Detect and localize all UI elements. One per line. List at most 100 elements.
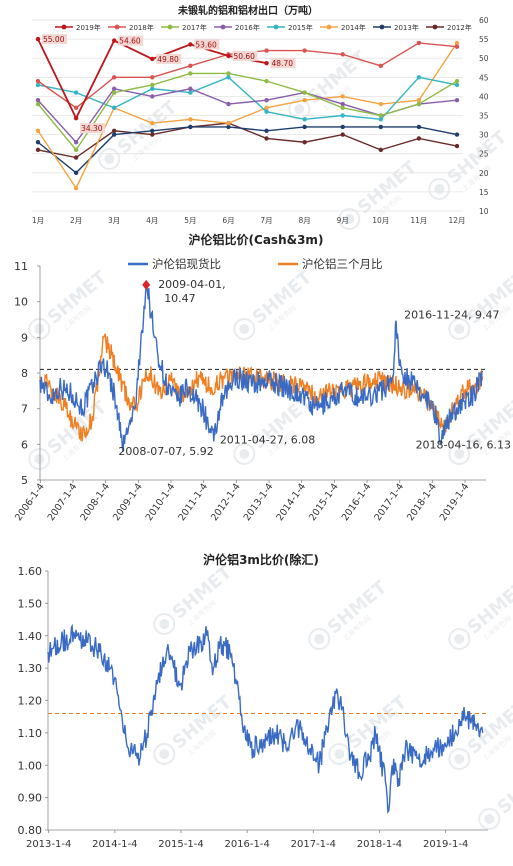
data-point (454, 82, 460, 88)
x-tick-label: 2016-1-4 (224, 839, 269, 850)
data-point (188, 86, 193, 91)
data-point (378, 101, 384, 107)
data-point (416, 124, 422, 130)
annotation: 2009-04-01, (158, 278, 225, 291)
x-tick-label: 5月 (184, 216, 196, 225)
data-point (340, 94, 345, 99)
data-point (378, 147, 384, 153)
watermark-logo-icon (484, 813, 495, 824)
watermark-logo-icon (233, 317, 256, 340)
data-point (73, 170, 79, 175)
y-tick-label: 1.60 (18, 565, 43, 578)
data-point (264, 78, 269, 84)
data-label: 55.00 (43, 35, 65, 44)
data-point (226, 53, 231, 59)
data-point (188, 71, 193, 76)
x-tick-label: 2014-1-4 (274, 481, 308, 523)
watermark-logo-icon (434, 183, 445, 194)
x-tick-label: 2019-1-4 (438, 481, 472, 523)
watermark-logo-icon (239, 323, 250, 334)
data-point (378, 63, 384, 69)
watermark-logo-icon (454, 753, 465, 764)
data-point (340, 113, 345, 118)
data-point (340, 101, 345, 107)
data-label: 49.80 (157, 55, 179, 64)
x-tick-label: 2月 (70, 216, 82, 225)
watermark-logo-icon (239, 448, 250, 459)
watermark-logo-icon (28, 317, 51, 340)
x-tick-label: 2018-1-4 (405, 481, 439, 523)
x-tick-label: 2007-1-4 (46, 481, 80, 523)
legend-label: 2018年 (129, 23, 154, 32)
data-point (150, 128, 155, 133)
data-point (35, 36, 41, 42)
3m-ratio-ex-fx-chart: SHMET上海有色网SHMET上海有色网SHMET上海有色网SHMET上海有色网… (18, 552, 513, 850)
data-point (454, 78, 460, 84)
annotation: 10.47 (164, 292, 196, 305)
data-point (264, 60, 269, 66)
data-point (73, 155, 79, 160)
data-point (302, 140, 307, 145)
x-tick-label: 2014-1-4 (92, 839, 137, 850)
data-point (35, 101, 41, 107)
watermark-logo-icon (448, 627, 471, 650)
watermark-logo-icon (328, 742, 351, 765)
x-tick-label: 2006-1-4 (13, 481, 47, 523)
data-point (150, 132, 155, 137)
y-tick-label: 15 (479, 188, 489, 197)
x-tick-label: 2015-1-4 (307, 481, 341, 523)
x-tick-label: 11月 (410, 216, 427, 225)
legend-label: 2015年 (288, 23, 313, 32)
data-label: 48.70 (272, 59, 294, 68)
x-tick-label: 2010-1-4 (144, 481, 178, 523)
legend-marker (432, 24, 438, 30)
data-point (454, 98, 460, 103)
data-point (35, 140, 41, 145)
legend-marker (220, 24, 226, 30)
watermark-logo-icon (153, 612, 176, 635)
watermark-logo-icon (448, 317, 471, 340)
watermark-logo-icon (478, 807, 501, 830)
data-point (302, 124, 307, 130)
data-point (340, 132, 345, 137)
y-tick-label: 1.30 (18, 662, 43, 675)
data-point (264, 136, 269, 141)
data-point (111, 75, 117, 80)
watermark-logo-icon (34, 453, 45, 464)
x-tick-label: 2018-1-4 (357, 839, 402, 850)
y-tick-label: 0.80 (18, 824, 43, 837)
series-line (37, 122, 458, 159)
data-point (73, 140, 79, 145)
data-point (35, 98, 41, 103)
data-point (73, 147, 79, 153)
legend-marker (167, 24, 173, 30)
y-tick-label: 25 (479, 150, 489, 159)
data-point (111, 105, 117, 111)
x-tick-label: 2012-1-4 (209, 481, 243, 523)
legend-label: 2016年 (235, 23, 260, 32)
data-label: 34.30 (81, 124, 103, 133)
data-label-background (194, 39, 220, 50)
x-tick-label: 1月 (32, 216, 44, 225)
watermark-logo-icon (428, 177, 451, 200)
data-point (454, 143, 460, 149)
legend-label: 2017年 (182, 23, 207, 32)
data-point (188, 42, 193, 47)
chart-title: 沪伦铝比价(Cash&3m) (189, 232, 324, 247)
data-point (111, 128, 117, 133)
data-point (73, 90, 79, 95)
y-tick-label: 7 (21, 403, 28, 416)
x-tick-label: 2013-1-4 (242, 481, 276, 523)
data-point (302, 90, 307, 95)
y-tick-label: 20 (479, 169, 489, 178)
data-label-background (42, 34, 67, 45)
data-point (378, 124, 384, 130)
x-tick-label: 7月 (260, 216, 272, 225)
data-point (150, 75, 155, 80)
watermark-logo-icon (314, 633, 325, 644)
